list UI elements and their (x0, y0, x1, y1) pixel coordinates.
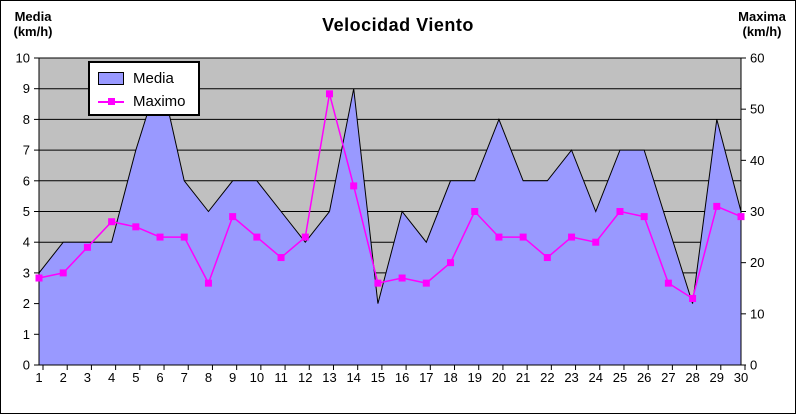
svg-text:15: 15 (371, 370, 385, 385)
svg-text:40: 40 (750, 153, 764, 168)
svg-text:30: 30 (734, 370, 748, 385)
svg-text:4: 4 (108, 370, 115, 385)
svg-text:30: 30 (750, 204, 764, 219)
svg-text:9: 9 (23, 81, 30, 96)
maximo-markers (35, 90, 745, 302)
right-axis-header-line1: Maxima (738, 9, 786, 24)
svg-text:22: 22 (540, 370, 554, 385)
svg-text:25: 25 (613, 370, 627, 385)
svg-text:6: 6 (23, 173, 30, 188)
svg-text:6: 6 (156, 370, 163, 385)
svg-text:13: 13 (322, 370, 336, 385)
svg-text:10: 10 (750, 306, 764, 321)
legend: Media Maximo (88, 61, 200, 116)
svg-text:12: 12 (298, 370, 312, 385)
left-axis-header-line1: Media (14, 9, 52, 24)
axis-ticks (34, 57, 746, 370)
legend-media-label: Media (133, 70, 174, 87)
chart-title: Velocidad Viento (322, 15, 474, 35)
svg-text:1: 1 (23, 327, 30, 342)
svg-text:14: 14 (346, 370, 360, 385)
left-axis-header: Media (km/h) (7, 9, 59, 39)
svg-text:10: 10 (250, 370, 264, 385)
svg-text:1: 1 (35, 370, 42, 385)
svg-text:5: 5 (132, 370, 139, 385)
svg-text:23: 23 (564, 370, 578, 385)
svg-text:20: 20 (750, 255, 764, 270)
maximo-line-series (38, 93, 742, 300)
svg-text:26: 26 (637, 370, 651, 385)
left-axis-header-line2: (km/h) (13, 24, 53, 39)
legend-item-media: Media (98, 67, 198, 90)
svg-text:18: 18 (443, 370, 457, 385)
svg-text:50: 50 (750, 102, 764, 117)
right-axis-header-line2: (km/h) (742, 24, 782, 39)
svg-text:0: 0 (750, 358, 757, 373)
svg-text:2: 2 (23, 296, 30, 311)
legend-item-maximo: Maximo (98, 90, 198, 113)
maximo-line-swatch-icon (98, 96, 124, 107)
svg-text:28: 28 (685, 370, 699, 385)
right-axis-header: Maxima (km/h) (731, 9, 793, 39)
svg-text:60: 60 (750, 51, 764, 66)
svg-text:29: 29 (710, 370, 724, 385)
svg-text:8: 8 (23, 112, 30, 127)
svg-text:11: 11 (274, 370, 288, 385)
svg-text:24: 24 (589, 370, 603, 385)
svg-text:21: 21 (516, 370, 530, 385)
svg-text:16: 16 (395, 370, 409, 385)
svg-text:3: 3 (84, 370, 91, 385)
svg-text:27: 27 (661, 370, 675, 385)
legend-maximo-label: Maximo (133, 93, 186, 110)
svg-text:5: 5 (23, 204, 30, 219)
svg-text:9: 9 (229, 370, 236, 385)
svg-text:19: 19 (467, 370, 481, 385)
svg-text:7: 7 (23, 143, 30, 158)
svg-text:7: 7 (181, 370, 188, 385)
svg-text:3: 3 (23, 265, 30, 280)
svg-text:17: 17 (419, 370, 433, 385)
svg-text:4: 4 (23, 235, 30, 250)
svg-text:8: 8 (205, 370, 212, 385)
media-area-swatch-icon (98, 72, 124, 85)
svg-text:0: 0 (23, 358, 30, 373)
svg-text:2: 2 (60, 370, 67, 385)
svg-text:10: 10 (16, 51, 30, 66)
svg-text:20: 20 (492, 370, 506, 385)
